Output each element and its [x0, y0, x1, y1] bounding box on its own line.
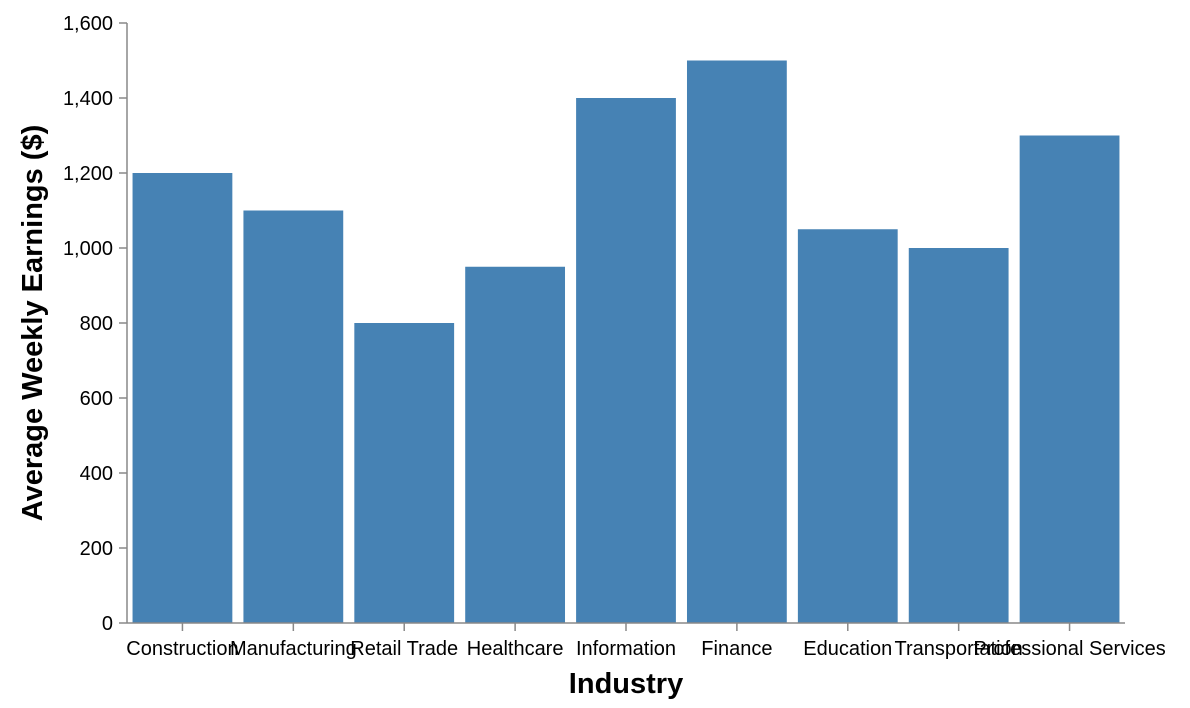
bars	[132, 60, 1120, 623]
x-tick-label: Information	[576, 638, 676, 660]
y-axis-title: Average Weekly Earnings ($)	[17, 125, 49, 522]
x-tick-label: Finance	[701, 638, 772, 660]
bar-finance	[686, 60, 787, 623]
bar-professional-services	[1019, 135, 1120, 623]
y-tick-label: 1,000	[63, 238, 113, 260]
y-tick-label: 600	[80, 388, 113, 410]
x-tick-label: Healthcare	[467, 638, 564, 660]
x-tick-label: Retail Trade	[350, 638, 458, 660]
bar-transportation	[908, 248, 1009, 623]
x-tick-label: Manufacturing	[230, 638, 357, 660]
x-tick-label: Professional Services	[973, 638, 1165, 660]
y-tick-label: 200	[80, 538, 113, 560]
y-tick-label: 1,400	[63, 88, 113, 110]
y-tick-label: 1,200	[63, 163, 113, 185]
x-tick-label: Education	[803, 638, 892, 660]
y-axis: 0 200 400 600 800 1,000 1,200 1,400 1,600	[63, 13, 128, 635]
bar-education	[797, 229, 898, 623]
x-tick-label: Construction	[126, 638, 238, 660]
bar-construction	[132, 173, 233, 623]
y-tick-label: 1,600	[63, 13, 113, 35]
bar-manufacturing	[243, 210, 344, 623]
x-tick-label: Transportation	[895, 638, 1023, 660]
y-tick-label: 800	[80, 313, 113, 335]
bar-retail-trade	[354, 323, 455, 623]
bar-information	[576, 98, 676, 623]
bar-healthcare	[465, 266, 566, 623]
x-axis-title: Industry	[569, 668, 683, 700]
y-tick-label: 0	[102, 613, 113, 635]
y-tick-label: 400	[80, 463, 113, 485]
